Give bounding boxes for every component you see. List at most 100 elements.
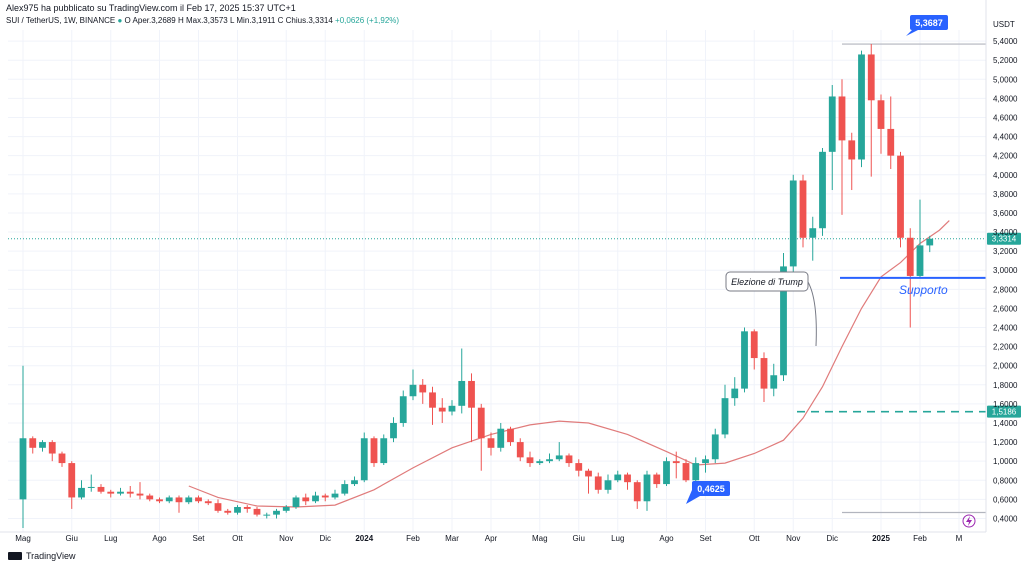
candle-body	[565, 455, 573, 464]
x-tick-label: 2024	[355, 534, 373, 543]
candle	[146, 493, 154, 502]
y-tick-label: 3,8000	[993, 190, 1018, 199]
candle	[29, 436, 37, 454]
candle	[409, 369, 417, 401]
candle-body	[48, 442, 56, 454]
candle	[887, 96, 895, 170]
candle	[682, 459, 690, 483]
candle	[546, 453, 553, 464]
candle	[604, 474, 612, 494]
y-tick-label: 2,4000	[993, 324, 1018, 333]
candle-body	[828, 96, 836, 152]
y-tick-label: 1,0000	[993, 457, 1018, 466]
candle-body	[282, 506, 290, 511]
candle-body	[321, 495, 329, 498]
low-label: L	[230, 16, 235, 25]
y-tick-label: 0,4000	[993, 514, 1018, 523]
candle-body	[438, 407, 446, 412]
candle-body	[731, 388, 739, 399]
candle-body	[448, 405, 456, 412]
x-axis: Mag Giu Lug Ago Set Ott Nov Dic 2024 Feb Mar Apr Mag…	[0, 531, 986, 543]
y-tick-label: 3,4000	[993, 228, 1018, 237]
publisher-line: Alex975 ha pubblicato su TradingView.com…	[6, 3, 296, 13]
candle-body	[799, 180, 807, 238]
candle-body	[624, 474, 631, 483]
y-tick-label: 4,2000	[993, 152, 1018, 161]
candle	[48, 440, 56, 462]
candle-body	[312, 495, 319, 502]
candle	[321, 493, 329, 502]
candle	[234, 505, 241, 515]
candle-body	[838, 96, 846, 141]
candle-body	[604, 480, 612, 490]
peak-callout	[910, 15, 948, 30]
candle	[39, 440, 46, 452]
candle	[760, 352, 768, 402]
candle	[711, 428, 719, 464]
candle-body	[78, 487, 85, 498]
candle-body	[663, 461, 670, 485]
candle-body	[302, 497, 310, 502]
candle-body	[536, 461, 544, 464]
candle-body	[526, 457, 534, 464]
candle-body	[760, 358, 768, 389]
candle	[312, 491, 319, 504]
x-tick-label: Apr	[485, 534, 498, 543]
candle-body	[156, 499, 163, 502]
candle-body	[253, 508, 261, 515]
candle	[458, 348, 466, 414]
trump-callout-label: Elezione di Trump	[731, 277, 803, 287]
y-tick-label: 0,6000	[993, 495, 1018, 504]
tradingview-footer[interactable]: TradingView	[8, 551, 76, 561]
candle	[58, 451, 66, 467]
candle	[468, 373, 475, 443]
y-tick-label: 3,0000	[993, 266, 1018, 275]
candle-body	[916, 245, 924, 276]
candle	[253, 506, 261, 517]
candle	[585, 468, 592, 494]
symbol-label: SUI / TetherUS, 1W, BINANCE	[6, 16, 116, 25]
candle-body	[68, 463, 76, 498]
candle	[702, 455, 709, 473]
y-tick-label: 4,6000	[993, 113, 1018, 122]
candle	[721, 384, 729, 439]
trump-callout-pointer	[807, 281, 817, 347]
candle-body	[458, 380, 466, 406]
lightning-icon	[962, 514, 976, 528]
peak-callout-pointer	[906, 30, 918, 36]
candle	[555, 442, 563, 462]
candle	[477, 403, 485, 471]
candle	[429, 386, 436, 425]
candle	[624, 472, 631, 490]
candle-body	[97, 486, 105, 492]
annotations: Supporto 1,5186 3,3314 5,3687 0,4625 Elezione…	[686, 15, 1021, 528]
close-label: C	[277, 16, 284, 25]
candle-body	[858, 54, 865, 160]
y-tick-label: 1,6000	[993, 400, 1018, 409]
x-tick-label: Dic	[826, 534, 838, 543]
candle-body	[887, 128, 895, 156]
candle-body	[692, 463, 700, 481]
candle	[799, 174, 807, 248]
candle	[370, 436, 378, 467]
candle	[107, 489, 115, 498]
y-tick-label: 1,4000	[993, 419, 1018, 428]
candle-body	[477, 407, 485, 439]
candle-body	[507, 428, 514, 443]
candle	[263, 512, 271, 519]
candle	[243, 505, 251, 513]
level-price-label: 1,5186	[992, 408, 1017, 417]
y-tick-label: 1,8000	[993, 381, 1018, 390]
candle	[867, 43, 875, 177]
high-label: H	[177, 16, 184, 25]
change-value: +0,0626 (+1,92%)	[335, 16, 400, 25]
candle-body	[702, 459, 709, 464]
candle-body	[117, 491, 124, 494]
level-price-tag	[987, 405, 1021, 418]
candle-body	[419, 384, 427, 393]
live-dot-icon: ●	[117, 16, 123, 25]
y-tick-label: 4,0000	[993, 171, 1018, 180]
x-tick-label: 2025	[872, 534, 890, 543]
low-value: Min.3,1911	[236, 16, 276, 25]
